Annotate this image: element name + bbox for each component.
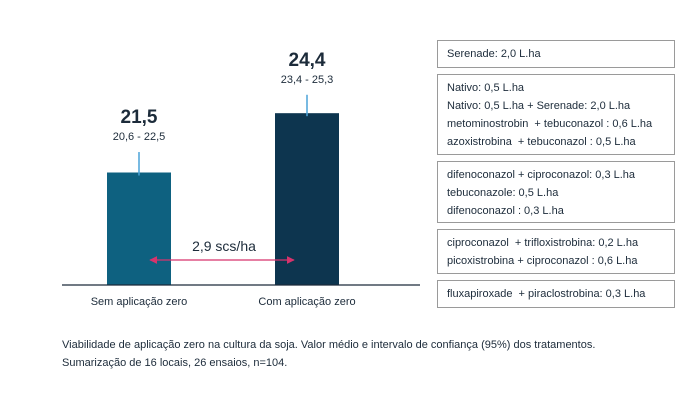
- legend-entry: azoxistrobina + tebuconazol : 0,5 L.ha: [447, 136, 636, 148]
- legend-entry: ciproconazol + trifloxistrobina: 0,2 L.h…: [447, 237, 639, 249]
- category-label-1: Sem aplicação zero: [91, 296, 188, 308]
- caption-line-1: Viabilidade de aplicação zero na cultura…: [62, 339, 596, 351]
- legend-entry: metominostrobin + tebuconazol : 0,6 L.ha: [447, 118, 653, 130]
- value-label-2: 24,4: [289, 50, 326, 71]
- legend-entry: tebuconazole: 0,5 L.ha: [447, 187, 559, 199]
- legend-entry: difenoconazol : 0,3 L.ha: [447, 205, 564, 217]
- legend-entry: picoxistrobina + ciproconazol : 0,6 L.ha: [447, 255, 638, 267]
- legend-box-1: Serenade: 2,0 L.ha: [437, 40, 675, 68]
- legend-entry: fluxapiroxade + piraclostrobina: 0,3 L.h…: [447, 288, 646, 300]
- legend-box-5: fluxapiroxade + piraclostrobina: 0,3 L.h…: [437, 280, 675, 308]
- bar-1: [107, 172, 171, 285]
- difference-label: 2,9 scs/ha: [192, 238, 256, 254]
- legend-entry: Nativo: 0,5 L.ha: [447, 82, 525, 94]
- legend-box-4: ciproconazol + trifloxistrobina: 0,2 L.h…: [437, 229, 675, 274]
- ci-label-2: 23,4 - 25,3: [281, 74, 334, 86]
- caption-line-2: Sumarização de 16 locais, 26 ensaios, n=…: [62, 357, 288, 369]
- bar-2: [275, 113, 339, 285]
- category-label-2: Com aplicação zero: [258, 296, 355, 308]
- legend-entry: Serenade: 2,0 L.ha: [447, 48, 541, 60]
- bar-chart: 20,6 - 22,5 21,5 Sem aplicação zero 23,4 - …: [62, 50, 420, 308]
- legend-box-2: Nativo: 0,5 L.ha Nativo: 0,5 L.ha + Seren…: [437, 74, 675, 155]
- legend-entry: difenoconazol + ciproconazol: 0,3 L.ha: [447, 169, 636, 181]
- legend-entry: Nativo: 0,5 L.ha + Serenade: 2,0 L.ha: [447, 100, 631, 112]
- bars-layer: 20,6 - 22,5 21,5 Sem aplicação zero 23,4 - …: [91, 50, 356, 308]
- value-label-1: 21,5: [121, 107, 158, 128]
- legend-box-3: difenoconazol + ciproconazol: 0,3 L.ha te…: [437, 161, 675, 223]
- ci-label-1: 20,6 - 22,5: [113, 131, 166, 143]
- figure-caption: Viabilidade de aplicação zero na cultura…: [62, 336, 682, 372]
